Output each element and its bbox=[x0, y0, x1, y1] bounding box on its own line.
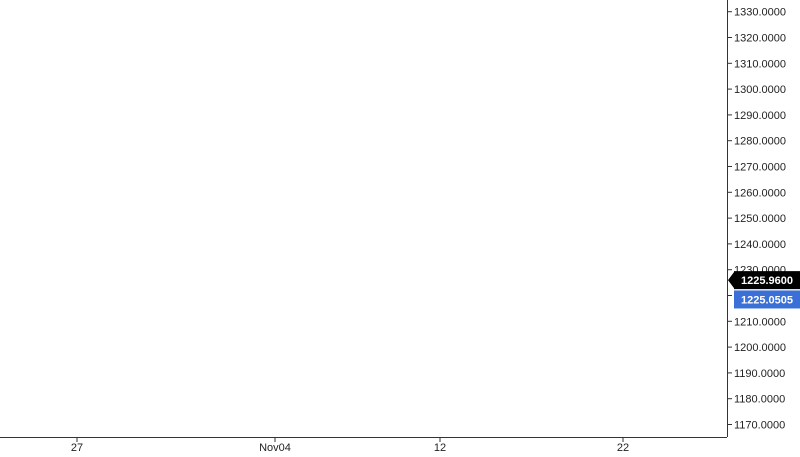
y-tick-label: 1320.0000 bbox=[734, 33, 786, 45]
y-tick-label: 1290.0000 bbox=[734, 110, 786, 122]
y-tick-label: 1260.0000 bbox=[734, 187, 786, 199]
last-price-pointer bbox=[728, 272, 734, 289]
ma-price-label: 1225.0505 bbox=[741, 294, 793, 306]
y-tick-label: 1180.0000 bbox=[734, 394, 785, 406]
y-tick-label: 1300.0000 bbox=[734, 84, 786, 96]
x-tick-label: 12 bbox=[434, 442, 446, 454]
y-tick-label: 1170.0000 bbox=[734, 420, 785, 432]
y-tick-label: 1190.0000 bbox=[734, 368, 785, 380]
y-tick-label: 1270.0000 bbox=[734, 162, 786, 174]
x-tick-label: 27 bbox=[71, 442, 83, 454]
last-price-badge bbox=[734, 271, 800, 290]
last-price-label: 1225.9600 bbox=[741, 275, 793, 287]
ma-price-badge bbox=[734, 290, 800, 309]
y-tick-label: 1310.0000 bbox=[734, 58, 786, 70]
x-tick-label: Nov04 bbox=[259, 442, 291, 454]
y-tick-label: 1200.0000 bbox=[734, 342, 786, 354]
y-tick-label: 1210.0000 bbox=[734, 316, 786, 328]
y-tick-label: 1250.0000 bbox=[734, 213, 786, 225]
y-tick-label: 1280.0000 bbox=[734, 136, 786, 148]
x-tick-label: 22 bbox=[617, 442, 629, 454]
y-tick-label: 1240.0000 bbox=[734, 239, 786, 251]
y-tick-label: 1330.0000 bbox=[734, 7, 786, 19]
